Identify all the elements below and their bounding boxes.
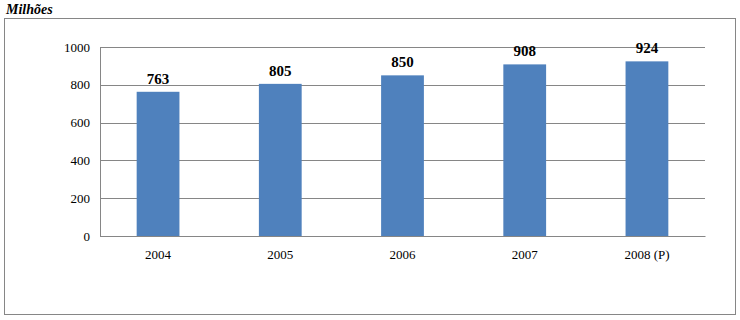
- y-tick: 800: [71, 77, 101, 92]
- bar: [626, 61, 669, 236]
- x-axis-line: [101, 236, 706, 237]
- grid: [100, 48, 705, 237]
- bar: [381, 75, 424, 236]
- y-axis-line: [100, 48, 101, 237]
- data-label: 908: [513, 43, 536, 59]
- data-label: 924: [636, 40, 659, 56]
- data-label: 850: [391, 54, 414, 70]
- y-tick: 400: [71, 153, 101, 168]
- y-tick-label: 200: [71, 191, 91, 206]
- grid-line: [100, 236, 705, 237]
- y-tick-label: 600: [71, 115, 91, 130]
- bars: [137, 61, 669, 236]
- y-tick-label: 1000: [64, 40, 90, 55]
- bar: [137, 92, 180, 236]
- y-tick-label: 0: [84, 229, 91, 244]
- grid-line: [100, 47, 705, 48]
- x-tick-label: 2005: [267, 247, 293, 262]
- y-axis-label: Milhões: [5, 2, 53, 17]
- bar: [259, 84, 302, 236]
- data-label: 805: [269, 63, 292, 79]
- y-axis: 0 200 400 600 800 1000: [64, 40, 101, 244]
- chart-frame: [5, 19, 736, 315]
- y-tick-label: 400: [71, 153, 91, 168]
- x-tick: 2007: [512, 236, 539, 262]
- y-tick: 0: [84, 229, 101, 244]
- chart: Milhões 0 200 400 600 800 1000 2004 2005 2006 2007…: [0, 0, 740, 320]
- x-tick: 2005: [267, 236, 293, 262]
- y-tick: 200: [71, 191, 101, 206]
- data-label: 763: [147, 71, 170, 87]
- x-axis: 2004 2005 2006 2007 2008 (P): [101, 236, 706, 262]
- x-tick-label: 2004: [145, 247, 172, 262]
- x-tick: 2006: [390, 236, 417, 262]
- y-tick: 600: [71, 115, 101, 130]
- x-tick: 2004: [145, 236, 172, 262]
- x-tick-label: 2008 (P): [624, 247, 669, 262]
- x-tick: 2008 (P): [624, 236, 669, 262]
- x-tick-label: 2007: [512, 247, 539, 262]
- y-tick-label: 800: [71, 77, 91, 92]
- x-tick-label: 2006: [390, 247, 417, 262]
- y-tick: 1000: [64, 40, 100, 55]
- data-labels: 763 805 850 908 924: [147, 40, 659, 86]
- bar: [503, 64, 546, 236]
